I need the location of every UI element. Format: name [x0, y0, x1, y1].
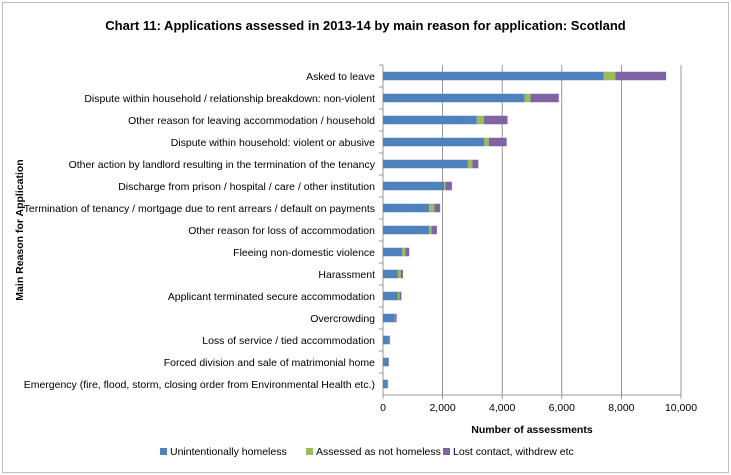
- bar-segment: [402, 247, 406, 257]
- bar-segment: [383, 93, 525, 103]
- bar-segment: [383, 379, 388, 389]
- bar-segment: [399, 291, 402, 301]
- x-tick-label: 2,000: [429, 402, 455, 414]
- category-label: Other reason for loss of accommodation: [188, 225, 375, 237]
- x-tick-label: 0: [380, 402, 386, 414]
- bar-segment: [395, 313, 397, 323]
- x-tick-label: 4,000: [489, 402, 515, 414]
- bar-segment: [488, 137, 507, 147]
- bar-segment: [383, 313, 395, 323]
- chart-title: Chart 11: Applications assessed in 2013-…: [105, 18, 626, 33]
- bar-segment: [383, 159, 468, 169]
- category-label: Emergency (fire, flood, storm, closing o…: [24, 379, 375, 391]
- category-label: Fleeing non-domestic violence: [233, 247, 375, 259]
- bar-segment: [429, 225, 432, 235]
- bar-segment: [397, 291, 400, 301]
- y-axis-title: Main Reason for Application: [14, 159, 26, 300]
- bar-segment: [383, 71, 604, 81]
- x-tick-label: 10,000: [665, 402, 697, 414]
- category-label: Termination of tenancy / mortgage due to…: [24, 203, 375, 215]
- category-label: Other reason for leaving accommodation /…: [128, 115, 375, 127]
- bar-segment: [383, 335, 389, 345]
- bar-segment: [383, 225, 430, 235]
- bar-segment: [387, 379, 389, 389]
- category-label: Other action by landlord resulting in th…: [69, 159, 376, 171]
- bar-segment: [383, 115, 477, 125]
- bar-segment: [394, 313, 396, 323]
- legend-swatch: [160, 448, 167, 455]
- legend-swatch: [443, 448, 450, 455]
- bar-segment: [405, 247, 410, 257]
- bar-segment: [429, 203, 435, 213]
- bar-segment: [530, 93, 559, 103]
- bar-segment: [444, 181, 446, 191]
- chart-plot: 0 2,000 4,000 6,000 8,000 10,000 Asked to leav…: [14, 64, 697, 458]
- bar-segment: [476, 115, 484, 125]
- x-tick-label: 6,000: [549, 402, 575, 414]
- category-label: Harassment: [318, 269, 375, 281]
- bar-segment: [383, 357, 389, 367]
- bar-segment: [383, 203, 430, 213]
- bar-segment: [483, 115, 508, 125]
- bar-segment: [388, 357, 389, 367]
- bar-segment: [383, 269, 398, 279]
- bar-segment: [383, 137, 485, 147]
- bar-segment: [400, 269, 403, 279]
- x-tick-label: 8,000: [608, 402, 634, 414]
- bar-segment: [445, 181, 452, 191]
- category-label: Forced division and sale of matrimonial …: [164, 357, 375, 369]
- category-label: Loss of service / tied accommodation: [202, 335, 375, 347]
- legend-label: Assessed as not homeless: [316, 446, 441, 458]
- bar-segment: [431, 225, 437, 235]
- category-label: Discharge from prison / hospital / care …: [118, 181, 375, 193]
- category-label: Dispute within household / relationship …: [84, 93, 375, 105]
- bar-segment: [603, 71, 616, 81]
- bar-segment: [615, 71, 667, 81]
- legend-swatch: [306, 448, 313, 455]
- legend-label: Unintentionally homeless: [170, 446, 287, 458]
- bar-segment: [524, 93, 531, 103]
- bar-segment: [397, 269, 401, 279]
- bar-segment: [383, 291, 398, 301]
- category-label: Overcrowding: [310, 313, 375, 325]
- category-label: Asked to leave: [306, 71, 375, 83]
- bar-segment: [388, 335, 390, 345]
- category-label: Dispute within household: violent or abu…: [171, 137, 375, 149]
- bar-segment: [434, 203, 441, 213]
- x-axis-title: Number of assessments: [471, 424, 593, 436]
- bar-segment: [467, 159, 473, 169]
- bar-segment: [383, 181, 445, 191]
- bar-segment: [383, 247, 403, 257]
- bar-segment: [472, 159, 479, 169]
- bar-segment: [484, 137, 489, 147]
- legend-label: Lost contact, withdrew etc: [453, 446, 574, 458]
- bar-segment: [389, 335, 391, 345]
- category-label: Applicant terminated secure accommodatio…: [168, 291, 375, 303]
